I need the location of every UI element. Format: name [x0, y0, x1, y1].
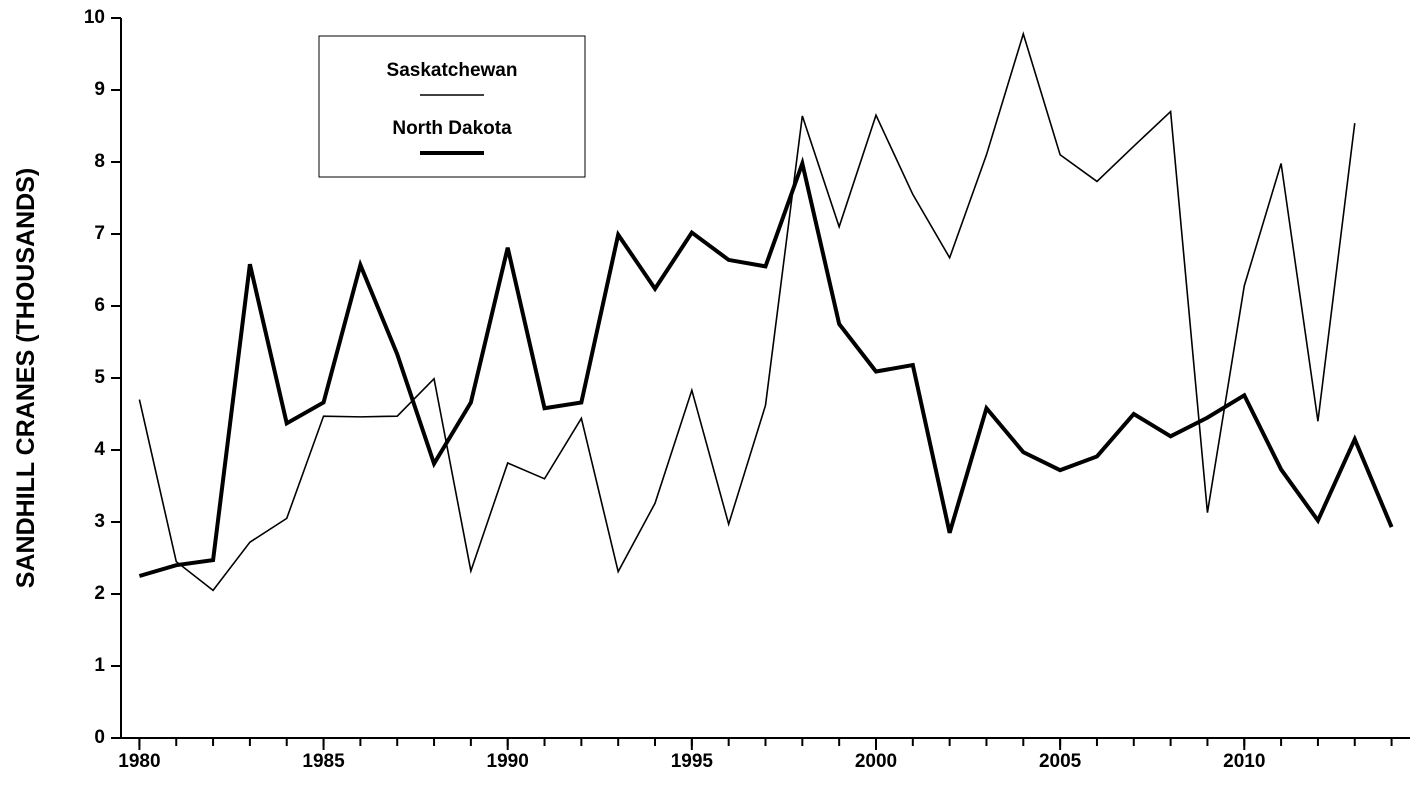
- x-tick-label: 1995: [671, 751, 714, 772]
- y-tick-label: 7: [94, 223, 105, 244]
- y-tick-label: 1: [94, 655, 105, 676]
- legend-label: Saskatchewan: [387, 60, 518, 81]
- y-tick-label: 6: [94, 295, 105, 316]
- x-tick-label: 1990: [487, 751, 529, 772]
- y-tick-label: 0: [94, 727, 105, 748]
- series-line: [138, 31, 1356, 592]
- x-tick-label: 2005: [1039, 751, 1082, 772]
- x-tick-label: 2010: [1223, 751, 1265, 772]
- x-tick-label: 1985: [302, 751, 345, 772]
- series-line: [138, 156, 1394, 578]
- legend-box: [318, 35, 586, 178]
- y-tick-label: 10: [84, 7, 105, 28]
- y-tick-label: 9: [94, 79, 105, 100]
- legend-label: North Dakota: [392, 118, 512, 139]
- y-axis-label: SANDHILL CRANES (THOUSANDS): [12, 168, 40, 588]
- x-tick-label: 2000: [855, 751, 897, 772]
- y-tick-label: 4: [94, 439, 105, 460]
- y-tick-label: 5: [94, 367, 105, 388]
- y-tick-label: 3: [94, 511, 105, 532]
- x-tick-label: 1980: [118, 751, 160, 772]
- y-tick-label: 8: [94, 151, 105, 172]
- y-tick-label: 2: [94, 583, 105, 604]
